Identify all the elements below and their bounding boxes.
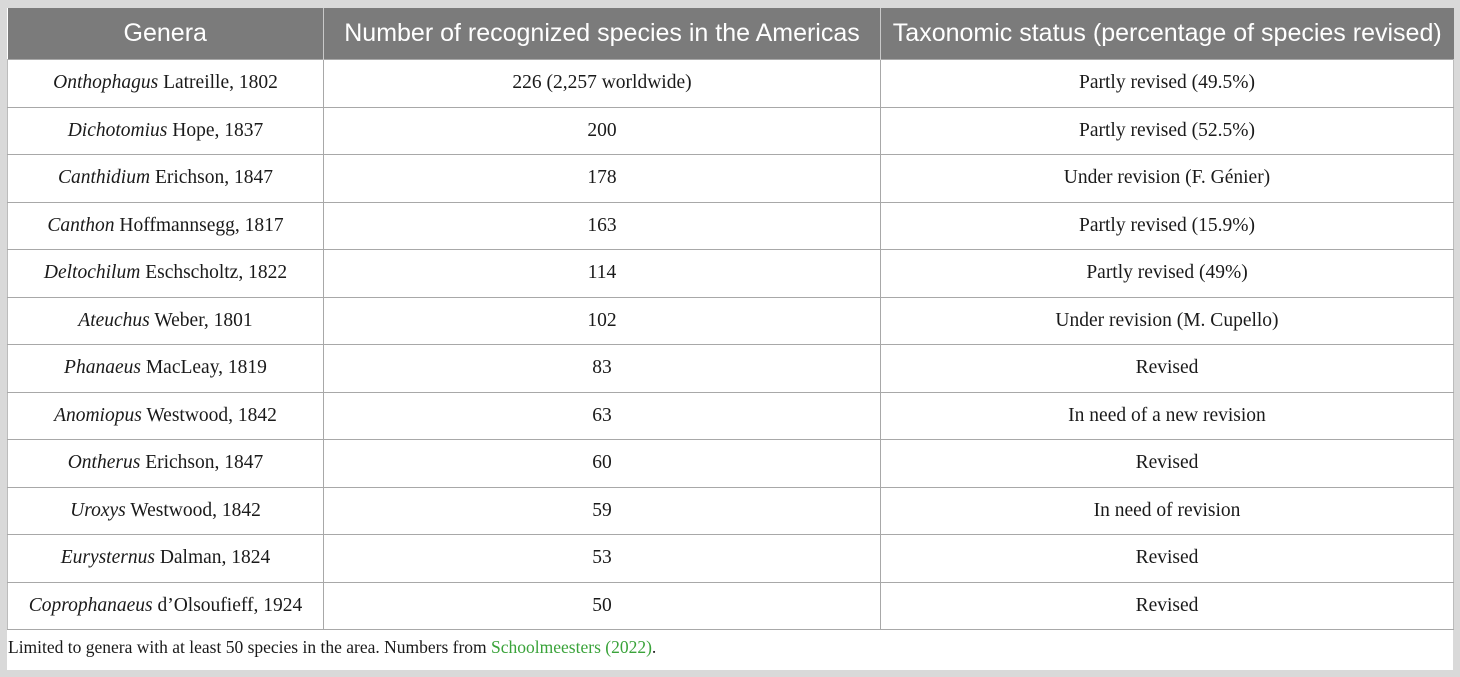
taxonomic-status-cell: In need of a new revision (880, 391, 1454, 440)
genus-name: Onthophagus (53, 72, 159, 94)
genus-name: Eurysternus (60, 547, 155, 569)
header-taxonomic-status: Taxonomic status (percentage of species … (880, 8, 1454, 60)
taxonomic-status-cell: Partly revised (49.5%) (880, 59, 1454, 108)
table-row: Canthon Hoffmannsegg, 1817 163 Partly revi… (7, 201, 1454, 250)
genus-authority: Latreille, 1802 (163, 72, 278, 94)
taxonomic-status-cell: Partly revised (52.5%) (880, 106, 1454, 155)
taxonomic-status-cell: Partly revised (15.9%) (880, 201, 1454, 250)
species-count-cell: 60 (323, 439, 881, 488)
table-row: Canthidium Erichson, 1847 178 Under revisi… (7, 154, 1454, 203)
genus-authority: Westwood, 1842 (146, 404, 277, 426)
header-row: Genera Number of recognized species in t… (7, 8, 1454, 60)
table-row: Onthophagus Latreille, 1802 226 (2,257 wo… (7, 59, 1454, 108)
table-body: Onthophagus Latreille, 1802 226 (2,257 wo… (7, 59, 1454, 630)
genus-name: Ontherus (67, 452, 141, 474)
genus-cell: Onthophagus Latreille, 1802 (7, 59, 324, 108)
table-row: Anomiopus Westwood, 1842 63 In need of a n… (7, 391, 1454, 440)
genus-cell: Canthon Hoffmannsegg, 1817 (7, 201, 324, 250)
genus-cell: Anomiopus Westwood, 1842 (7, 391, 324, 440)
genus-authority: Erichson, 1847 (145, 452, 264, 474)
genus-name: Canthidium (57, 167, 151, 189)
table-container: Genera Number of recognized species in t… (7, 8, 1454, 670)
taxonomic-status-cell: Revised (880, 534, 1454, 583)
genus-name: Deltochilum (43, 262, 141, 284)
genus-authority: Erichson, 1847 (154, 167, 274, 189)
species-count-cell: 63 (323, 391, 881, 440)
table-row: Eurysternus Dalman, 1824 53 Revised (7, 534, 1454, 583)
genus-authority: Eschscholtz, 1822 (145, 262, 288, 284)
genus-name: Anomiopus (54, 404, 142, 426)
taxonomic-status-cell: Revised (880, 581, 1454, 630)
species-count-cell: 200 (323, 106, 881, 155)
taxonomic-status-cell: Partly revised (49%) (880, 249, 1454, 298)
genus-authority: Hope, 1837 (172, 119, 264, 141)
genus-cell: Eurysternus Dalman, 1824 (7, 534, 324, 583)
genus-name: Canthon (47, 214, 115, 236)
species-count-cell: 50 (323, 581, 881, 630)
taxonomic-status-cell: Under revision (M. Cupello) (880, 296, 1454, 345)
taxonomic-status-cell: Under revision (F. Génier) (880, 154, 1454, 203)
table-row: Coprophanaeus d’Olsoufieff, 1924 50 Revise… (7, 581, 1454, 630)
table-row: Ontherus Erichson, 1847 60 Revised (7, 439, 1454, 488)
table-row: Phanaeus MacLeay, 1819 83 Revised (7, 344, 1454, 393)
genus-name: Ateuchus (78, 309, 150, 331)
reference-link[interactable]: Schoolmeesters (2022) (491, 637, 652, 657)
genus-cell: Canthidium Erichson, 1847 (7, 154, 324, 203)
genus-cell: Uroxys Westwood, 1842 (7, 486, 324, 535)
genus-authority: MacLeay, 1819 (145, 357, 267, 379)
taxonomic-status-cell: Revised (880, 439, 1454, 488)
species-count-cell: 83 (323, 344, 881, 393)
genus-cell: Deltochilum Eschscholtz, 1822 (7, 249, 324, 298)
table-row: Uroxys Westwood, 1842 59 In need of revisi… (7, 486, 1454, 535)
table-footnote: Limited to genera with at least 50 speci… (7, 630, 1453, 661)
species-count-cell: 226 (2,257 worldwide) (323, 59, 881, 108)
genus-name: Coprophanaeus (28, 594, 153, 616)
species-count-cell: 102 (323, 296, 881, 345)
footnote-end: . (651, 637, 657, 657)
footnote-text: Limited to genera with at least 50 speci… (8, 637, 492, 657)
species-count-cell: 59 (323, 486, 881, 535)
header-genera: Genera (7, 8, 324, 60)
genus-cell: Ateuchus Weber, 1801 (7, 296, 324, 345)
genus-name: Dichotomius (67, 119, 168, 141)
species-count-cell: 178 (323, 154, 881, 203)
taxonomic-status-cell: Revised (880, 344, 1454, 393)
genus-authority: Dalman, 1824 (159, 547, 271, 569)
genus-authority: Hoffmannsegg, 1817 (119, 214, 284, 236)
genus-cell: Ontherus Erichson, 1847 (7, 439, 324, 488)
species-count-cell: 163 (323, 201, 881, 250)
genus-authority: Westwood, 1842 (130, 499, 261, 521)
taxonomic-status-cell: In need of revision (880, 486, 1454, 535)
table-row: Deltochilum Eschscholtz, 1822 114 Partly r… (7, 249, 1454, 298)
genus-authority: d’Olsoufieff, 1924 (157, 594, 303, 616)
table-row: Dichotomius Hope, 1837 200 Partly revised … (7, 106, 1454, 155)
table-header: Genera Number of recognized species in t… (7, 8, 1454, 60)
genus-name: Uroxys (70, 499, 126, 521)
table-row: Ateuchus Weber, 1801 102 Under revision (M… (7, 296, 1454, 345)
species-count-cell: 53 (323, 534, 881, 583)
genus-authority: Weber, 1801 (154, 309, 253, 331)
genus-name: Phanaeus (64, 357, 141, 379)
genus-cell: Coprophanaeus d’Olsoufieff, 1924 (7, 581, 324, 630)
genera-table: Genera Number of recognized species in t… (7, 8, 1454, 630)
species-count-cell: 114 (323, 249, 881, 298)
genus-cell: Phanaeus MacLeay, 1819 (7, 344, 324, 393)
header-species-count: Number of recognized species in the Amer… (323, 8, 881, 60)
genus-cell: Dichotomius Hope, 1837 (7, 106, 324, 155)
